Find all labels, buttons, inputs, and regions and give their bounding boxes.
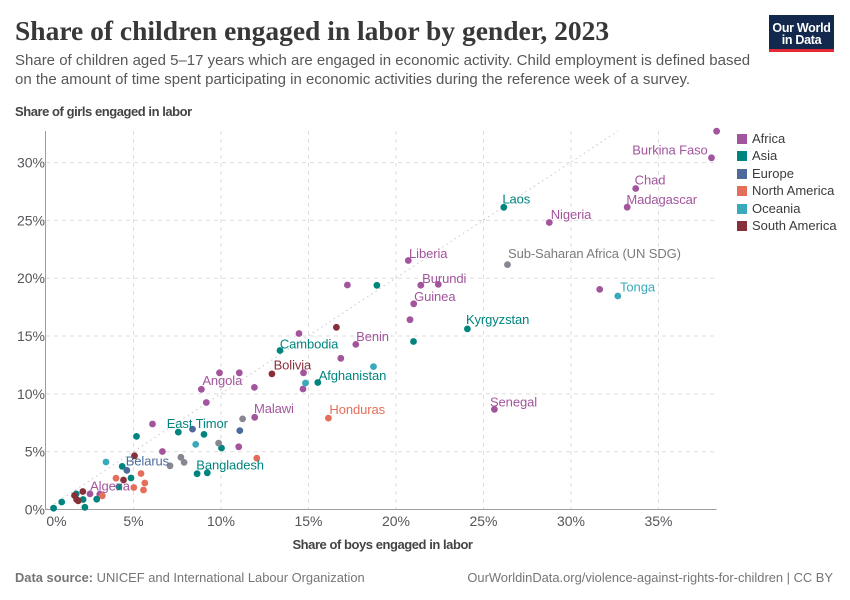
svg-text:Burkina Faso: Burkina Faso	[632, 143, 707, 158]
svg-text:25%: 25%	[17, 212, 45, 228]
svg-text:Afghanistan: Afghanistan	[319, 368, 387, 383]
svg-text:Share of boys engaged in labor: Share of boys engaged in labor	[292, 537, 472, 552]
svg-text:0%: 0%	[46, 513, 66, 529]
svg-text:15%: 15%	[17, 328, 45, 344]
svg-text:Sub-Saharan Africa (UN SDG): Sub-Saharan Africa (UN SDG)	[508, 246, 681, 261]
svg-text:25%: 25%	[469, 513, 497, 529]
svg-text:5%: 5%	[123, 513, 143, 529]
svg-text:Bolivia: Bolivia	[274, 357, 312, 372]
svg-text:15%: 15%	[294, 513, 322, 529]
svg-text:Tonga: Tonga	[620, 280, 656, 295]
svg-text:Kyrgyzstan: Kyrgyzstan	[466, 312, 529, 327]
svg-text:Nigeria: Nigeria	[551, 207, 592, 222]
svg-text:Madagascar: Madagascar	[626, 192, 697, 207]
svg-text:Benin: Benin	[356, 329, 389, 344]
svg-text:Malawi: Malawi	[254, 401, 294, 416]
svg-text:Share of girls engaged in labo: Share of girls engaged in labor	[15, 104, 192, 119]
svg-text:30%: 30%	[557, 513, 585, 529]
svg-text:Burundi: Burundi	[422, 271, 466, 286]
svg-text:Bangladesh: Bangladesh	[196, 458, 264, 473]
svg-text:20%: 20%	[17, 270, 45, 286]
svg-text:Guinea: Guinea	[414, 289, 456, 304]
svg-text:30%: 30%	[17, 155, 45, 171]
svg-text:Liberia: Liberia	[409, 246, 448, 261]
svg-text:Angola: Angola	[202, 373, 243, 388]
svg-text:Algeria: Algeria	[90, 478, 131, 493]
svg-text:0%: 0%	[25, 502, 45, 518]
svg-text:5%: 5%	[25, 444, 45, 460]
svg-text:Laos: Laos	[502, 191, 530, 206]
svg-text:Belarus: Belarus	[126, 454, 170, 469]
svg-text:Cambodia: Cambodia	[280, 337, 339, 352]
svg-text:10%: 10%	[17, 386, 45, 402]
svg-text:Senegal: Senegal	[490, 394, 537, 409]
svg-text:35%: 35%	[644, 513, 672, 529]
svg-text:10%: 10%	[207, 513, 235, 529]
svg-text:East Timor: East Timor	[167, 416, 229, 431]
svg-text:20%: 20%	[382, 513, 410, 529]
svg-text:Chad: Chad	[635, 172, 666, 187]
svg-text:Honduras: Honduras	[329, 402, 385, 417]
